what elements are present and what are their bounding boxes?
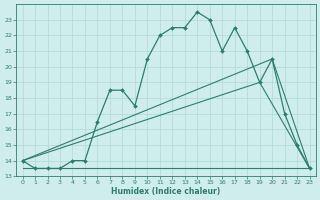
X-axis label: Humidex (Indice chaleur): Humidex (Indice chaleur) (111, 187, 221, 196)
